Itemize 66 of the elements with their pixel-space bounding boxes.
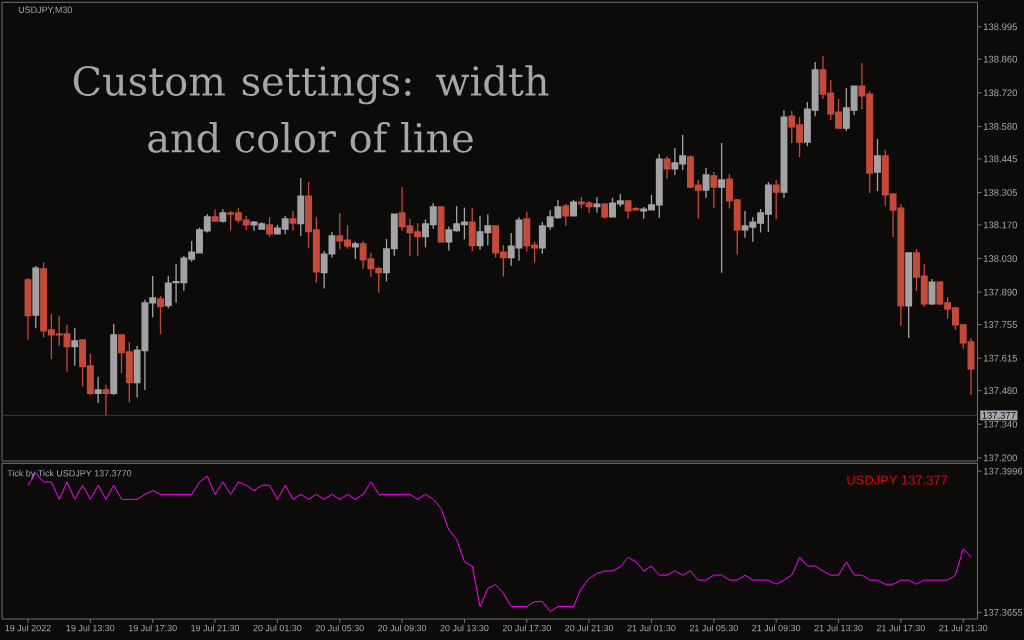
x-tick-label: 21 Jul 05:30 bbox=[689, 624, 738, 632]
annotation: USDJPY 137.377 bbox=[847, 475, 948, 485]
candlestick bbox=[905, 252, 913, 339]
candlestick bbox=[468, 207, 476, 252]
y-tick-label: 137.3655 bbox=[983, 609, 1023, 616]
candlestick bbox=[874, 138, 881, 192]
candlestick bbox=[211, 208, 219, 222]
y-tick-label: 138.720 bbox=[983, 89, 1018, 97]
candlestick bbox=[351, 241, 359, 260]
x-tick-label: 20 Jul 13:30 bbox=[440, 624, 489, 632]
y-tick-label: 138.445 bbox=[983, 155, 1018, 163]
x-tick-label: 21 Jul 01:30 bbox=[627, 624, 676, 632]
x-tick-label: 19 Jul 17:30 bbox=[128, 624, 177, 632]
text: Tick by Tick USDJPY 137.3770 bbox=[7, 469, 132, 479]
y-tick-label: 138.860 bbox=[983, 55, 1018, 63]
candlestick bbox=[24, 277, 32, 341]
x-tick-label: 21 Jul 09:30 bbox=[752, 624, 801, 632]
candlestick bbox=[601, 202, 609, 220]
candlestick bbox=[702, 167, 710, 199]
x-tick-label: 21 Jul 21:30 bbox=[939, 624, 988, 632]
y-tick-label: 137.200 bbox=[983, 454, 1018, 462]
y-tick-label: 137.3996 bbox=[983, 467, 1023, 475]
annotation: Custom settings: width and color of line bbox=[73, 65, 549, 153]
candlestick bbox=[772, 179, 780, 220]
candlestick bbox=[110, 323, 118, 396]
y-tick-label: 137.480 bbox=[983, 387, 1018, 394]
candlestick bbox=[718, 142, 726, 274]
y-tick-label: 137.615 bbox=[983, 354, 1018, 362]
candlestick bbox=[570, 199, 577, 217]
y-tick-label: 138.580 bbox=[983, 123, 1018, 130]
candlestick bbox=[663, 155, 671, 180]
candlestick bbox=[328, 231, 336, 259]
candlestick bbox=[94, 376, 102, 404]
candlestick bbox=[320, 250, 328, 290]
candlestick bbox=[289, 210, 297, 232]
x-tick-label: 20 Jul 21:30 bbox=[565, 624, 614, 632]
candlestick bbox=[266, 216, 274, 238]
candlestick bbox=[562, 203, 570, 227]
candlestick bbox=[710, 171, 718, 209]
x-tick-label: 21 Jul 17:30 bbox=[876, 624, 925, 632]
x-tick-label: 19 Jul 13:30 bbox=[66, 624, 115, 632]
y-tick-label: 137.755 bbox=[983, 321, 1018, 328]
y-tick-label: 138.305 bbox=[983, 189, 1018, 196]
x-tick-label: 20 Jul 01:30 bbox=[253, 624, 302, 632]
y-tick-label: 137.340 bbox=[983, 420, 1018, 428]
chart-title: USDJPY,M30 bbox=[18, 6, 73, 14]
candlestick bbox=[32, 265, 40, 329]
x-tick-label: 20 Jul 05:30 bbox=[315, 624, 364, 632]
ref-line-label: 137.377 bbox=[982, 412, 1016, 419]
x-tick-label: 19 Jul 21:30 bbox=[191, 624, 240, 632]
y-tick-label: 138.030 bbox=[983, 255, 1018, 262]
candlestick bbox=[437, 206, 445, 243]
candlestick bbox=[157, 295, 164, 335]
candlestick bbox=[219, 208, 227, 224]
y-tick-label: 138.170 bbox=[983, 221, 1018, 229]
x-tick-label: 19 Jul 2022 bbox=[5, 624, 51, 632]
x-tick-label: 20 Jul 09:30 bbox=[378, 624, 427, 632]
y-tick-label: 137.890 bbox=[983, 288, 1018, 296]
x-tick-label: 21 Jul 13:30 bbox=[814, 624, 863, 632]
candlestick bbox=[928, 278, 936, 306]
candlestick bbox=[297, 177, 305, 237]
candlestick bbox=[593, 196, 601, 214]
candlestick bbox=[71, 327, 79, 367]
candlestick bbox=[102, 384, 110, 417]
y-tick-label: 138.995 bbox=[983, 23, 1018, 31]
x-tick-label: 20 Jul 17:30 bbox=[502, 624, 551, 632]
